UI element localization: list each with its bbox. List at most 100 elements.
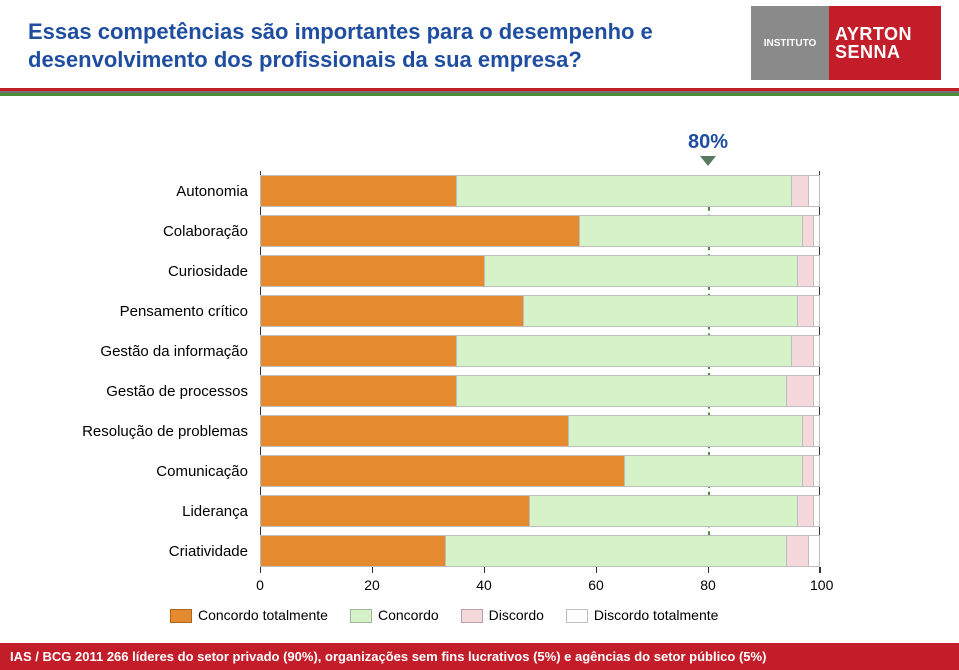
competency-chart: 80% AutonomiaColaboraçãoCuriosidadePensa… [260, 175, 820, 567]
bar-segment-c [484, 256, 796, 286]
x-tick [260, 567, 261, 573]
logo: INSTITUTO AYRTON SENNA [751, 6, 941, 80]
row-label: Pensamento crítico [120, 303, 260, 320]
bar-segment-ct [261, 296, 523, 326]
bar-segment-c [456, 176, 791, 206]
x-tick-label: 0 [250, 577, 270, 593]
legend-label: Discordo [489, 607, 544, 623]
bar-track [260, 335, 820, 367]
bar-segment-dt [808, 536, 819, 566]
x-tick-label: 20 [362, 577, 382, 593]
chart-row: Pensamento crítico [260, 295, 820, 327]
chart-row: Colaboração [260, 215, 820, 247]
x-tick [708, 567, 709, 573]
threshold-label: 80% [688, 131, 728, 153]
bar-segment-d [786, 536, 808, 566]
threshold-arrow-icon [700, 156, 716, 166]
chart-row: Comunicação [260, 455, 820, 487]
x-tick-label: 100 [810, 577, 830, 593]
logo-left-text: INSTITUTO [751, 6, 829, 80]
legend-label: Discordo totalmente [594, 607, 719, 623]
bar-segment-d [802, 416, 813, 446]
bar-segment-ct [261, 536, 445, 566]
bar-segment-dt [813, 416, 819, 446]
x-tick [372, 567, 373, 573]
footer-citation: IAS / BCG 2011 266 líderes do setor priv… [0, 643, 959, 670]
bar-segment-dt [813, 256, 819, 286]
chart-row: Liderança [260, 495, 820, 527]
bar-segment-dt [813, 216, 819, 246]
legend-item: Discordo totalmente [566, 607, 719, 623]
row-label: Autonomia [176, 183, 260, 200]
x-tick-label: 80 [698, 577, 718, 593]
bar-segment-dt [808, 176, 819, 206]
legend-swatch [461, 609, 483, 623]
row-label: Comunicação [156, 463, 260, 480]
legend-swatch [566, 609, 588, 623]
legend-swatch [350, 609, 372, 623]
chart-legend: Concordo totalmente Concordo Discordo Disco… [170, 607, 718, 623]
logo-right-text: AYRTON SENNA [829, 6, 941, 80]
chart-row: Criatividade [260, 535, 820, 567]
bar-segment-ct [261, 216, 579, 246]
legend-label: Concordo totalmente [198, 607, 328, 623]
slide: Essas competências são importantes para … [0, 0, 959, 670]
row-label: Gestão da informação [100, 343, 260, 360]
bar-segment-ct [261, 256, 484, 286]
bar-segment-ct [261, 376, 456, 406]
row-label: Colaboração [163, 223, 260, 240]
bar-track [260, 375, 820, 407]
bar-segment-ct [261, 176, 456, 206]
bar-segment-dt [813, 296, 819, 326]
x-tick-label: 40 [474, 577, 494, 593]
page-title: Essas competências são importantes para … [28, 18, 708, 73]
bar-segment-d [791, 176, 808, 206]
legend-swatch [170, 609, 192, 623]
bar-segment-dt [813, 376, 819, 406]
bar-segment-d [797, 296, 814, 326]
divider-band [0, 93, 959, 96]
bar-track [260, 295, 820, 327]
bar-segment-d [786, 376, 814, 406]
legend-label: Concordo [378, 607, 439, 623]
bar-track [260, 495, 820, 527]
bar-segment-c [579, 216, 802, 246]
threshold-marker: 80% [688, 131, 728, 166]
x-tick [484, 567, 485, 573]
bar-segment-c [624, 456, 803, 486]
row-label: Criatividade [169, 543, 260, 560]
chart-bars: Autonomia Colaboração Curiosidade Pensament… [260, 175, 820, 567]
chart-row: Autonomia [260, 175, 820, 207]
x-tick [820, 567, 821, 573]
bar-segment-ct [261, 496, 529, 526]
legend-item: Concordo [350, 607, 439, 623]
row-label: Curiosidade [168, 263, 260, 280]
bar-track [260, 175, 820, 207]
bar-segment-d [802, 216, 813, 246]
bar-track [260, 215, 820, 247]
bar-segment-dt [813, 336, 819, 366]
chart-row: Curiosidade [260, 255, 820, 287]
bar-segment-d [802, 456, 813, 486]
row-label: Gestão de processos [106, 383, 260, 400]
bar-segment-c [456, 376, 785, 406]
bar-segment-d [791, 336, 813, 366]
bar-segment-ct [261, 416, 568, 446]
bar-segment-ct [261, 336, 456, 366]
bar-track [260, 255, 820, 287]
chart-row: Resolução de problemas [260, 415, 820, 447]
bar-track [260, 535, 820, 567]
chart-row: Gestão de processos [260, 375, 820, 407]
chart-row: Gestão da informação [260, 335, 820, 367]
row-label: Resolução de problemas [82, 423, 260, 440]
row-label: Liderança [182, 503, 260, 520]
bar-segment-dt [813, 496, 819, 526]
bar-track [260, 415, 820, 447]
x-tick-label: 60 [586, 577, 606, 593]
legend-item: Concordo totalmente [170, 607, 328, 623]
x-tick [596, 567, 597, 573]
bar-segment-c [456, 336, 791, 366]
bar-track [260, 455, 820, 487]
bar-segment-c [445, 536, 785, 566]
bar-segment-d [797, 256, 814, 286]
